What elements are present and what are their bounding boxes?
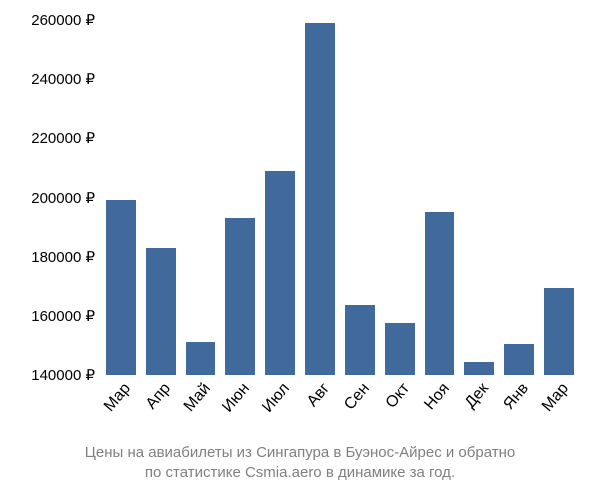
bar xyxy=(464,362,494,375)
y-tick-label: 180000 ₽ xyxy=(31,248,95,266)
price-chart: МарАпрМайИюнИюлАвгСенОктНояДекЯнвМар Цен… xyxy=(0,0,600,500)
y-tick-label: 140000 ₽ xyxy=(31,366,95,384)
y-tick-label: 220000 ₽ xyxy=(31,129,95,147)
bar xyxy=(425,212,455,375)
y-tick-label: 200000 ₽ xyxy=(31,189,95,207)
bar xyxy=(305,23,335,375)
bar xyxy=(225,218,255,375)
y-tick-label: 260000 ₽ xyxy=(31,11,95,29)
caption-line-2: по статистике Csmia.aero в динамике за г… xyxy=(0,464,600,481)
bar xyxy=(385,323,415,375)
caption-line-1: Цены на авиабилеты из Сингапура в Буэнос… xyxy=(0,444,600,461)
bar xyxy=(544,288,574,375)
bar xyxy=(504,344,534,375)
bar xyxy=(345,305,375,375)
y-tick-label: 240000 ₽ xyxy=(31,70,95,88)
bar xyxy=(106,200,136,375)
bar xyxy=(186,342,216,375)
y-tick-label: 160000 ₽ xyxy=(31,307,95,325)
bars-container xyxy=(100,20,580,375)
plot-area xyxy=(100,20,580,375)
bar xyxy=(265,171,295,375)
bar xyxy=(146,248,176,375)
